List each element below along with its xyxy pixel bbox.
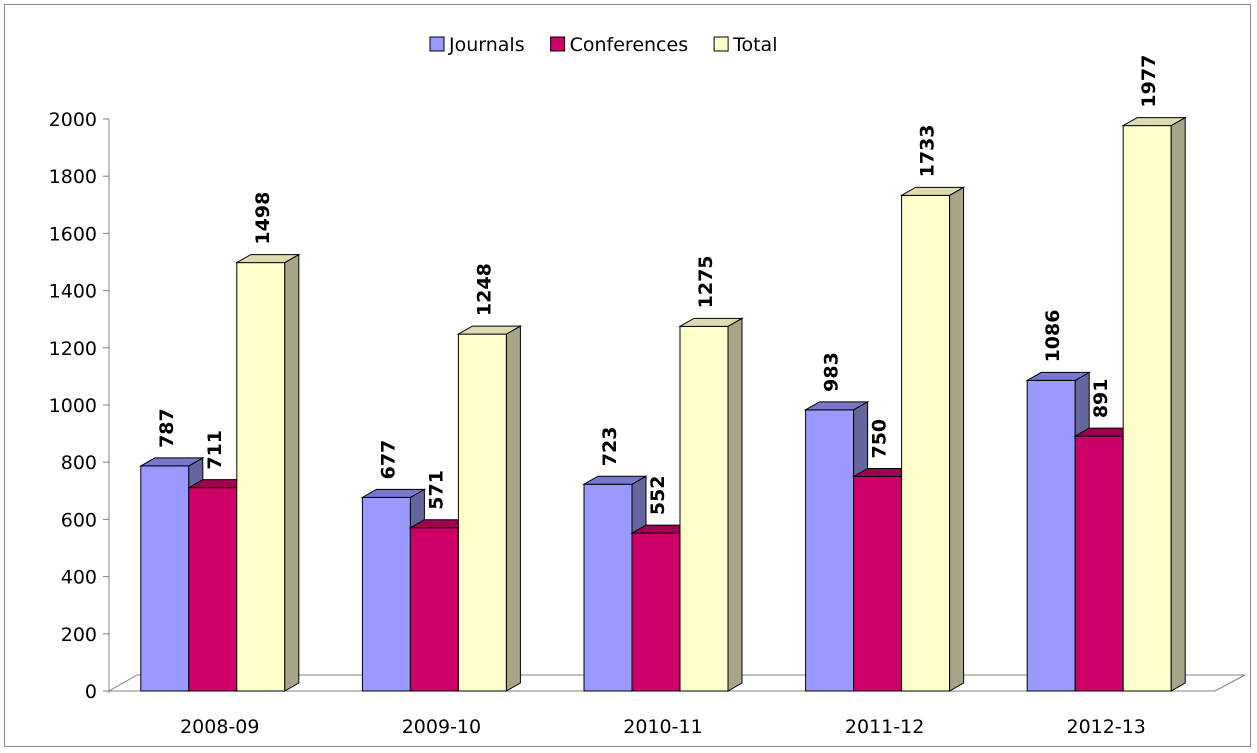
legend-label: Conferences bbox=[570, 34, 688, 56]
data-label: 711 bbox=[204, 430, 226, 470]
x-tick-label: 2008-09 bbox=[180, 716, 259, 738]
legend-item: Total bbox=[713, 34, 777, 56]
bar-front bbox=[140, 465, 190, 692]
y-tick-label: 0 bbox=[85, 681, 97, 703]
data-label: 723 bbox=[599, 427, 621, 467]
bars bbox=[138, 116, 1188, 692]
bar-side bbox=[1170, 116, 1186, 692]
x-tick-label: 2009-10 bbox=[402, 716, 481, 738]
y-tick-label: 800 bbox=[61, 452, 97, 474]
y-tick-label: 200 bbox=[61, 624, 97, 646]
data-labels: 787 711 1498 677 571 1248 723 552 1275 983 750 1733… bbox=[156, 55, 1160, 515]
data-label: 571 bbox=[425, 470, 447, 510]
bar-front bbox=[1026, 379, 1076, 692]
bar-top bbox=[456, 325, 523, 335]
y-tick-label: 2000 bbox=[49, 109, 97, 131]
y-tick-label: 600 bbox=[61, 509, 97, 531]
bar-chart: Journals Conferences Total 0 200 400 600 800 10… bbox=[49, 34, 1246, 738]
data-label: 1086 bbox=[1042, 310, 1064, 363]
bar-top bbox=[138, 457, 205, 467]
axes: 0 200 400 600 800 1000 1200 1400 1600 1800 2000 200… bbox=[49, 109, 1246, 738]
data-label: 1498 bbox=[252, 192, 274, 245]
bar-front bbox=[1074, 435, 1124, 692]
data-label: 1248 bbox=[473, 263, 495, 316]
bar-side bbox=[949, 186, 965, 692]
bar bbox=[456, 325, 523, 692]
y-tick-label: 1400 bbox=[49, 281, 97, 303]
data-label: 750 bbox=[869, 419, 891, 459]
bar-front bbox=[361, 496, 411, 692]
data-label: 552 bbox=[647, 475, 669, 515]
bar-front bbox=[679, 325, 729, 692]
bar-top bbox=[1025, 371, 1092, 381]
bar-top bbox=[899, 186, 966, 196]
bar bbox=[899, 186, 966, 692]
bar-side bbox=[505, 325, 521, 692]
x-tick-label: 2012-13 bbox=[1067, 716, 1146, 738]
bar bbox=[234, 253, 301, 692]
bar-top bbox=[1121, 117, 1188, 127]
bar-top bbox=[582, 475, 648, 485]
data-label: 1275 bbox=[695, 255, 717, 308]
bar-top bbox=[803, 401, 870, 411]
data-label: 891 bbox=[1090, 379, 1112, 419]
bar-front bbox=[236, 262, 286, 692]
legend-item: Conferences bbox=[550, 34, 688, 56]
data-label: 983 bbox=[821, 352, 843, 392]
data-label: 677 bbox=[377, 440, 399, 480]
bar bbox=[678, 317, 744, 692]
bar-front bbox=[457, 333, 507, 692]
y-tick-label: 1000 bbox=[49, 395, 97, 417]
bar-front bbox=[631, 532, 681, 692]
bar-top bbox=[234, 254, 301, 264]
y-tick-label: 400 bbox=[61, 567, 97, 589]
bar-front bbox=[853, 476, 903, 692]
legend-item: Journals bbox=[429, 34, 525, 56]
bar-front bbox=[805, 409, 855, 692]
y-tick-label: 1200 bbox=[49, 338, 97, 360]
bar bbox=[1121, 116, 1188, 692]
y-tick-label: 1600 bbox=[49, 223, 97, 245]
legend-label: Journals bbox=[448, 34, 525, 56]
legend: Journals Conferences Total bbox=[429, 34, 777, 56]
y-tick-label: 1800 bbox=[49, 166, 97, 188]
x-tick-label: 2010-11 bbox=[623, 716, 702, 738]
bar-front bbox=[188, 487, 238, 692]
legend-label: Total bbox=[732, 34, 777, 56]
bar-top bbox=[678, 317, 744, 327]
legend-swatch bbox=[713, 36, 729, 52]
bar-front bbox=[583, 483, 633, 692]
data-label: 1733 bbox=[917, 124, 939, 177]
chart-frame: Journals Conferences Total 0 200 400 600 800 10… bbox=[4, 4, 1251, 747]
x-tick-label: 2011-12 bbox=[845, 716, 924, 738]
legend-swatch bbox=[550, 36, 566, 52]
bar-front bbox=[1122, 125, 1172, 692]
bar-side bbox=[727, 317, 743, 692]
data-label: 1977 bbox=[1138, 55, 1160, 108]
legend-swatch bbox=[429, 36, 445, 52]
bar-front bbox=[901, 194, 951, 692]
bar-side bbox=[284, 253, 300, 692]
data-label: 787 bbox=[156, 408, 178, 448]
bar-top bbox=[360, 488, 427, 498]
bar-front bbox=[409, 527, 459, 692]
